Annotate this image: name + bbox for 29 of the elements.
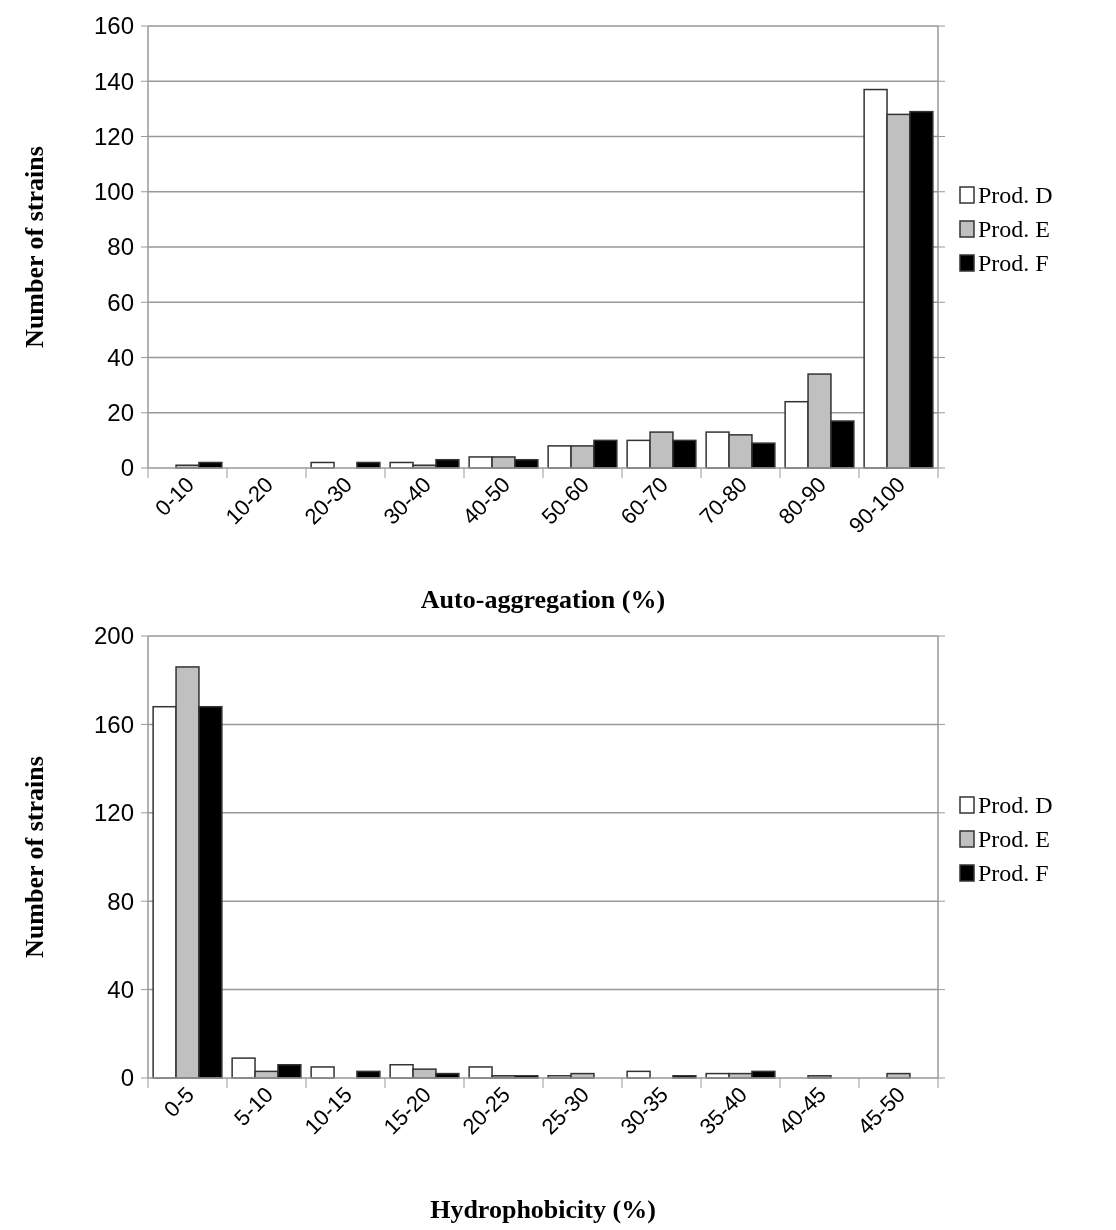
- y-tick-label: 0: [120, 454, 134, 482]
- y-tick-label: 140: [93, 67, 134, 95]
- y-tick-label: 120: [93, 799, 134, 827]
- legend-label: Prod. E: [978, 216, 1050, 243]
- legend-label: Prod. F: [978, 250, 1049, 277]
- y-tick-label: 120: [93, 122, 134, 150]
- x-axis-title: Auto-aggregation (%): [420, 585, 666, 614]
- y-tick-label: 0: [120, 1064, 134, 1092]
- y-tick-label: 40: [107, 343, 134, 371]
- y-tick-label: 40: [107, 976, 134, 1003]
- y-tick-label: 60: [107, 288, 134, 316]
- legend-label: Prod. F: [978, 860, 1049, 887]
- y-tick-label: 100: [93, 178, 134, 206]
- y-tick-label: 200: [93, 622, 134, 650]
- y-axis-title: Number of strains: [20, 756, 49, 958]
- y-tick-label: 160: [93, 710, 134, 738]
- legend-label: Prod. E: [978, 826, 1050, 853]
- x-axis-title: Hydrophobicity (%): [430, 1195, 656, 1224]
- y-tick-label: 80: [107, 233, 134, 261]
- x-tick-label: 0-10: [150, 471, 200, 521]
- bar: [310, 1066, 335, 1079]
- y-axis-title: Number of strains: [20, 146, 49, 348]
- y-tick-label: 20: [107, 399, 134, 427]
- legend-label: Prod. D: [978, 792, 1053, 819]
- legend-label: Prod. D: [978, 182, 1053, 209]
- x-tick-label: 0-5: [158, 1081, 200, 1123]
- y-tick-label: 160: [93, 12, 134, 40]
- x-tick-label: 5-10: [229, 1081, 279, 1131]
- y-tick-label: 80: [107, 887, 134, 915]
